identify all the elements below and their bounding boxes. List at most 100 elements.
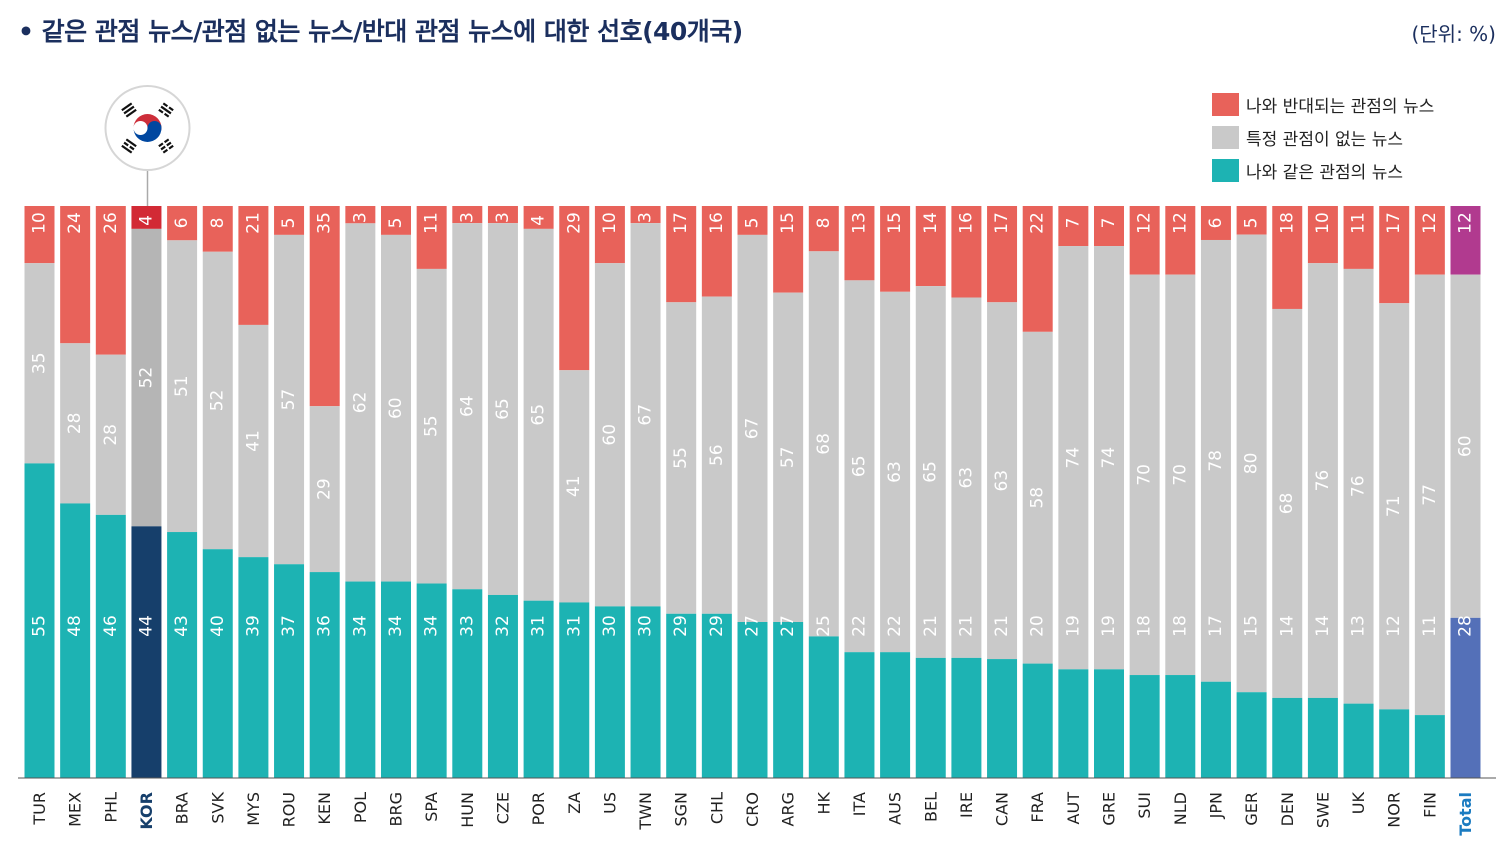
value-label-swe-same: 14 bbox=[1313, 615, 1333, 637]
bar-bra-same bbox=[167, 532, 198, 778]
bar-ita-opposite bbox=[844, 206, 875, 281]
x-tick-label-fin: FIN bbox=[1420, 792, 1439, 818]
value-label-gre-same: 19 bbox=[1099, 615, 1119, 637]
value-label-arg-none: 57 bbox=[778, 447, 798, 469]
value-label-phl-none: 28 bbox=[101, 424, 121, 446]
value-label-gre-opposite: 7 bbox=[1099, 218, 1119, 229]
bar-ire-opposite bbox=[951, 206, 982, 298]
value-label-uk-same: 13 bbox=[1349, 615, 1369, 637]
value-label-den-opposite: 18 bbox=[1277, 212, 1297, 234]
bar-pol-same bbox=[345, 581, 376, 778]
value-label-uk-none: 76 bbox=[1349, 475, 1369, 497]
value-label-sgn-same: 29 bbox=[671, 615, 691, 637]
value-label-kor-none: 52 bbox=[136, 367, 156, 389]
legend-label-opposite: 나와 반대되는 관점의 뉴스 bbox=[1246, 97, 1435, 117]
value-label-aut-none: 74 bbox=[1063, 447, 1083, 469]
value-label-pol-opposite: 3 bbox=[350, 212, 370, 223]
bar-fra-none bbox=[1022, 331, 1053, 664]
value-label-total-same: 28 bbox=[1456, 615, 1476, 637]
x-tick-label-cze: CZE bbox=[493, 792, 512, 824]
bar-total-same bbox=[1450, 617, 1481, 778]
value-label-tur-none: 35 bbox=[30, 352, 50, 374]
bar-total-none bbox=[1450, 274, 1481, 618]
x-tick-label-fra: FRA bbox=[1028, 792, 1047, 823]
value-label-jpn-same: 17 bbox=[1206, 615, 1226, 637]
value-label-por-none: 65 bbox=[529, 404, 549, 426]
bar-svk-none bbox=[202, 251, 233, 550]
value-label-fin-opposite: 12 bbox=[1420, 212, 1440, 234]
bar-den-none bbox=[1272, 308, 1303, 698]
bar-bra-opposite bbox=[167, 206, 198, 241]
x-tick-label-tur: TUR bbox=[30, 792, 49, 826]
value-label-mex-opposite: 24 bbox=[65, 212, 85, 234]
value-label-cze-opposite: 3 bbox=[493, 212, 513, 223]
bar-sui-none bbox=[1129, 274, 1160, 676]
value-label-ken-opposite: 35 bbox=[315, 212, 335, 234]
bar-jpn-opposite bbox=[1200, 206, 1231, 240]
bar-arg-opposite bbox=[773, 206, 804, 293]
bar-uk-opposite bbox=[1343, 206, 1374, 269]
value-label-brg-same: 34 bbox=[386, 615, 406, 637]
value-label-cze-none: 65 bbox=[493, 398, 513, 420]
bar-chl-none bbox=[701, 296, 732, 614]
bar-nld-none bbox=[1165, 274, 1196, 676]
bar-cro-opposite bbox=[737, 206, 768, 235]
value-label-bel-none: 65 bbox=[921, 461, 941, 483]
value-label-hun-same: 33 bbox=[457, 615, 477, 637]
x-tick-label-bel: BEL bbox=[921, 792, 940, 822]
legend-label-none: 특정 관점이 없는 뉴스 bbox=[1246, 130, 1403, 150]
bar-rou-opposite bbox=[274, 206, 305, 235]
value-label-den-same: 14 bbox=[1277, 615, 1297, 637]
bar-can-same bbox=[987, 659, 1018, 778]
bar-tur-none bbox=[24, 263, 55, 464]
value-label-svk-none: 52 bbox=[208, 390, 228, 412]
x-tick-label-uk: UK bbox=[1349, 791, 1368, 814]
bar-za-opposite bbox=[559, 206, 590, 371]
bar-nor-same bbox=[1379, 709, 1410, 778]
value-label-sgn-opposite: 17 bbox=[671, 212, 691, 234]
bar-por-opposite bbox=[523, 206, 554, 229]
x-tick-label-mex: MEX bbox=[66, 792, 85, 827]
bar-den-opposite bbox=[1272, 206, 1303, 309]
bar-twn-opposite bbox=[630, 206, 661, 224]
bar-nor-none bbox=[1379, 303, 1410, 710]
bar-mex-same bbox=[60, 503, 91, 778]
value-label-rou-none: 57 bbox=[279, 389, 299, 411]
bar-hk-same bbox=[808, 636, 839, 778]
legend-swatch-none bbox=[1212, 126, 1239, 149]
value-label-ger-same: 15 bbox=[1242, 615, 1262, 637]
bar-sui-opposite bbox=[1129, 206, 1160, 275]
bar-mys-same bbox=[238, 557, 269, 778]
bars-group: 1035552428482628464524465143852402141395… bbox=[24, 206, 1481, 778]
x-tick-label-nld: NLD bbox=[1171, 792, 1190, 825]
value-label-za-none: 41 bbox=[564, 476, 584, 498]
value-label-chl-same: 29 bbox=[707, 615, 727, 637]
value-label-fra-same: 20 bbox=[1028, 615, 1048, 637]
bar-phl-same bbox=[95, 514, 126, 778]
value-label-hun-none: 64 bbox=[457, 395, 477, 417]
value-label-ire-none: 63 bbox=[956, 467, 976, 489]
value-label-ken-none: 29 bbox=[315, 478, 335, 500]
value-label-cze-same: 32 bbox=[493, 615, 513, 637]
bar-aus-none bbox=[880, 291, 911, 653]
value-label-pol-none: 62 bbox=[350, 392, 370, 414]
value-label-gre-none: 74 bbox=[1099, 447, 1119, 469]
bar-spa-opposite bbox=[416, 206, 447, 269]
bar-kor-opposite bbox=[131, 206, 162, 229]
bar-uk-same bbox=[1343, 703, 1374, 778]
value-label-chl-none: 56 bbox=[707, 444, 727, 466]
bar-mex-opposite bbox=[60, 206, 91, 344]
value-label-bra-opposite: 6 bbox=[172, 218, 192, 229]
x-tick-label-rou: ROU bbox=[280, 792, 299, 827]
bar-hun-none bbox=[452, 223, 483, 590]
value-label-bra-none: 51 bbox=[172, 375, 192, 397]
value-label-swe-none: 76 bbox=[1313, 470, 1333, 492]
value-label-cro-same: 27 bbox=[743, 615, 763, 637]
value-label-phl-opposite: 26 bbox=[101, 212, 121, 234]
x-axis-labels: TUR MEX PHL KOR BRA SVK MYS ROU KEN POL BRG SPA HUN C… bbox=[30, 791, 1475, 835]
x-tick-label-svk: SVK bbox=[208, 791, 227, 823]
bar-sui-same bbox=[1129, 675, 1160, 778]
korea-flag-icon bbox=[104, 85, 191, 206]
value-label-fra-none: 58 bbox=[1028, 487, 1048, 509]
